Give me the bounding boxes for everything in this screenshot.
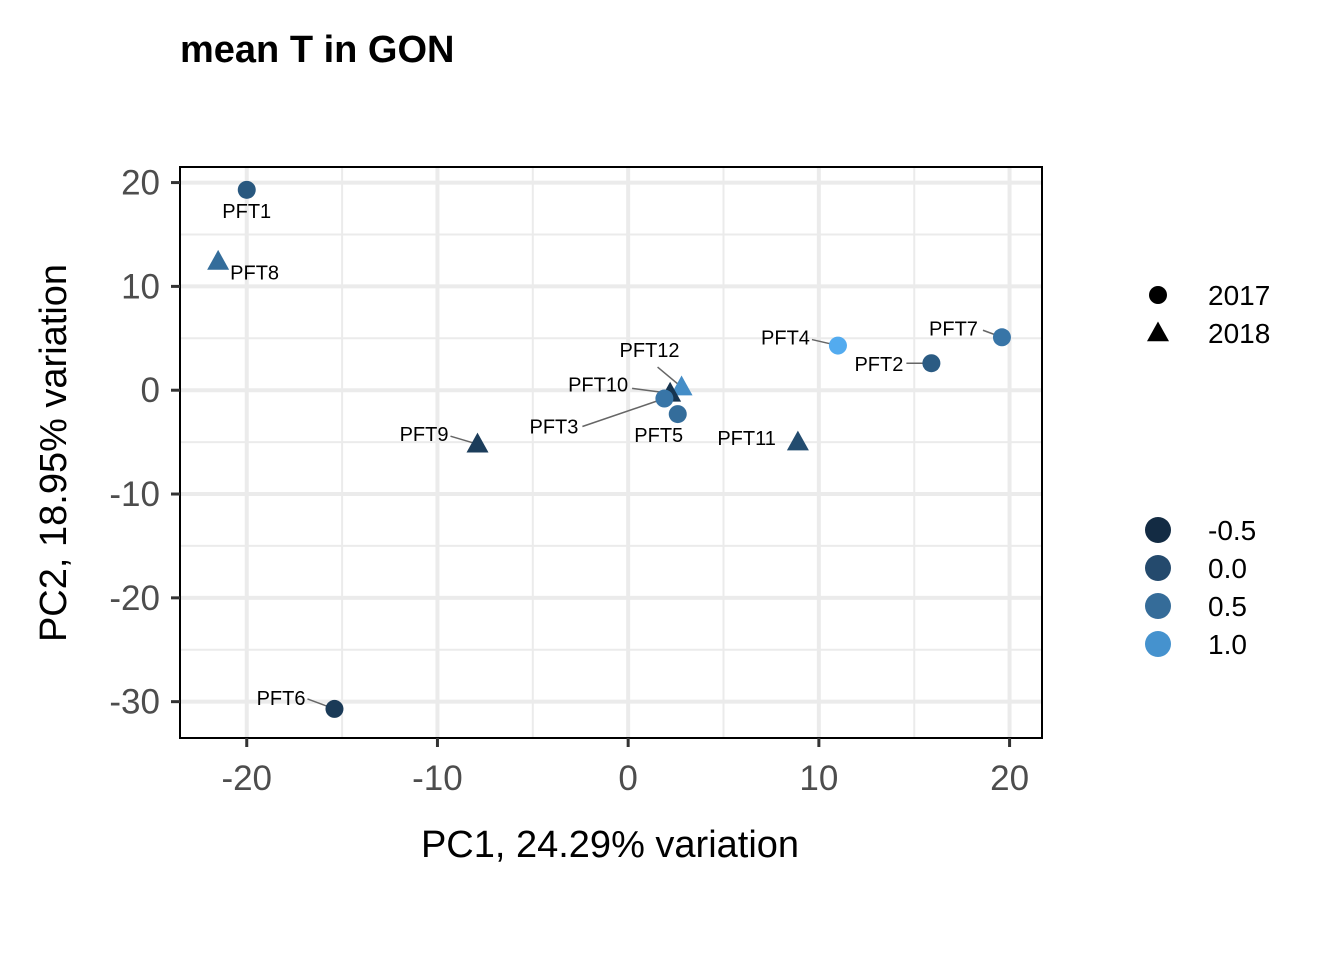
panel-border [179, 166, 1043, 739]
x-tick-label: 10 [799, 759, 838, 798]
data-point-circle [922, 354, 941, 373]
shape-legend-label: 2018 [1208, 318, 1270, 349]
color-legend-key [1145, 593, 1171, 619]
color-legend-label: 0.0 [1208, 553, 1247, 584]
y-tick-label: 0 [141, 371, 160, 410]
point-label: PFT5 [634, 425, 683, 447]
y-tick-label: 10 [121, 267, 160, 306]
x-axis-title: PC1, 24.29% variation [421, 824, 799, 866]
label-connector [582, 397, 665, 428]
shape-legend-label: 2017 [1208, 280, 1270, 311]
data-point-circle [237, 180, 256, 199]
axes: -20 -10 0 10 20 20 10 0 -10 -20 -30 [109, 164, 1043, 798]
y-tick-label: -20 [109, 579, 160, 618]
grid-lines [180, 167, 1042, 738]
point-label: PFT10 [568, 374, 628, 396]
plot-panel [180, 167, 1042, 738]
color-legend-key [1145, 631, 1171, 657]
x-tick-label: -10 [412, 759, 463, 798]
panel-background [180, 167, 1042, 738]
color-legend-label: -0.5 [1208, 515, 1256, 546]
point-label: PFT8 [230, 262, 279, 284]
y-tick-label: 20 [121, 164, 160, 203]
point-label: PFT1 [222, 201, 271, 223]
legend-triangle-key [1147, 321, 1169, 342]
color-legend-key [1145, 517, 1171, 543]
y-tick-label: -10 [109, 475, 160, 514]
point-label: PFT9 [400, 424, 449, 446]
data-point-circle [325, 699, 344, 718]
legend-circle-key [1149, 286, 1167, 304]
x-tick-label: 20 [990, 759, 1029, 798]
point-label: PFT3 [529, 417, 578, 439]
x-tick-label: 0 [618, 759, 637, 798]
shape-legend: 2017 2018 [1147, 280, 1270, 349]
point-labels: PFT1 PFT8 PFT6 PFT9 PFT12 PFT10 PFT3 PFT5 PFT11 P… [222, 201, 978, 710]
point-label: PFT7 [929, 318, 978, 340]
chart-title: mean T in GON [180, 29, 454, 71]
point-label: PFT12 [620, 340, 680, 362]
data-point-circle [668, 405, 687, 424]
data-point-triangle [786, 430, 809, 451]
point-label: PFT6 [257, 688, 306, 710]
color-legend: -0.5 0.0 0.5 1.0 [1145, 515, 1256, 660]
x-tick-label: -20 [221, 759, 272, 798]
data-point-circle [992, 328, 1011, 347]
data-point-circle [655, 389, 674, 408]
color-legend-label: 0.5 [1208, 591, 1247, 622]
color-legend-label: 1.0 [1208, 629, 1247, 660]
data-point-triangle [670, 375, 693, 396]
data-point-circle [828, 336, 847, 355]
data-point-triangle [207, 249, 230, 270]
point-label: PFT11 [717, 428, 776, 450]
data-point-triangle [466, 432, 489, 453]
point-label: PFT2 [854, 354, 903, 376]
color-legend-key [1145, 555, 1171, 581]
point-label: PFT4 [761, 328, 810, 350]
y-axis-title: PC2, 18.95% variation [33, 264, 75, 642]
data-points [207, 180, 1011, 718]
y-tick-label: -30 [109, 683, 160, 722]
